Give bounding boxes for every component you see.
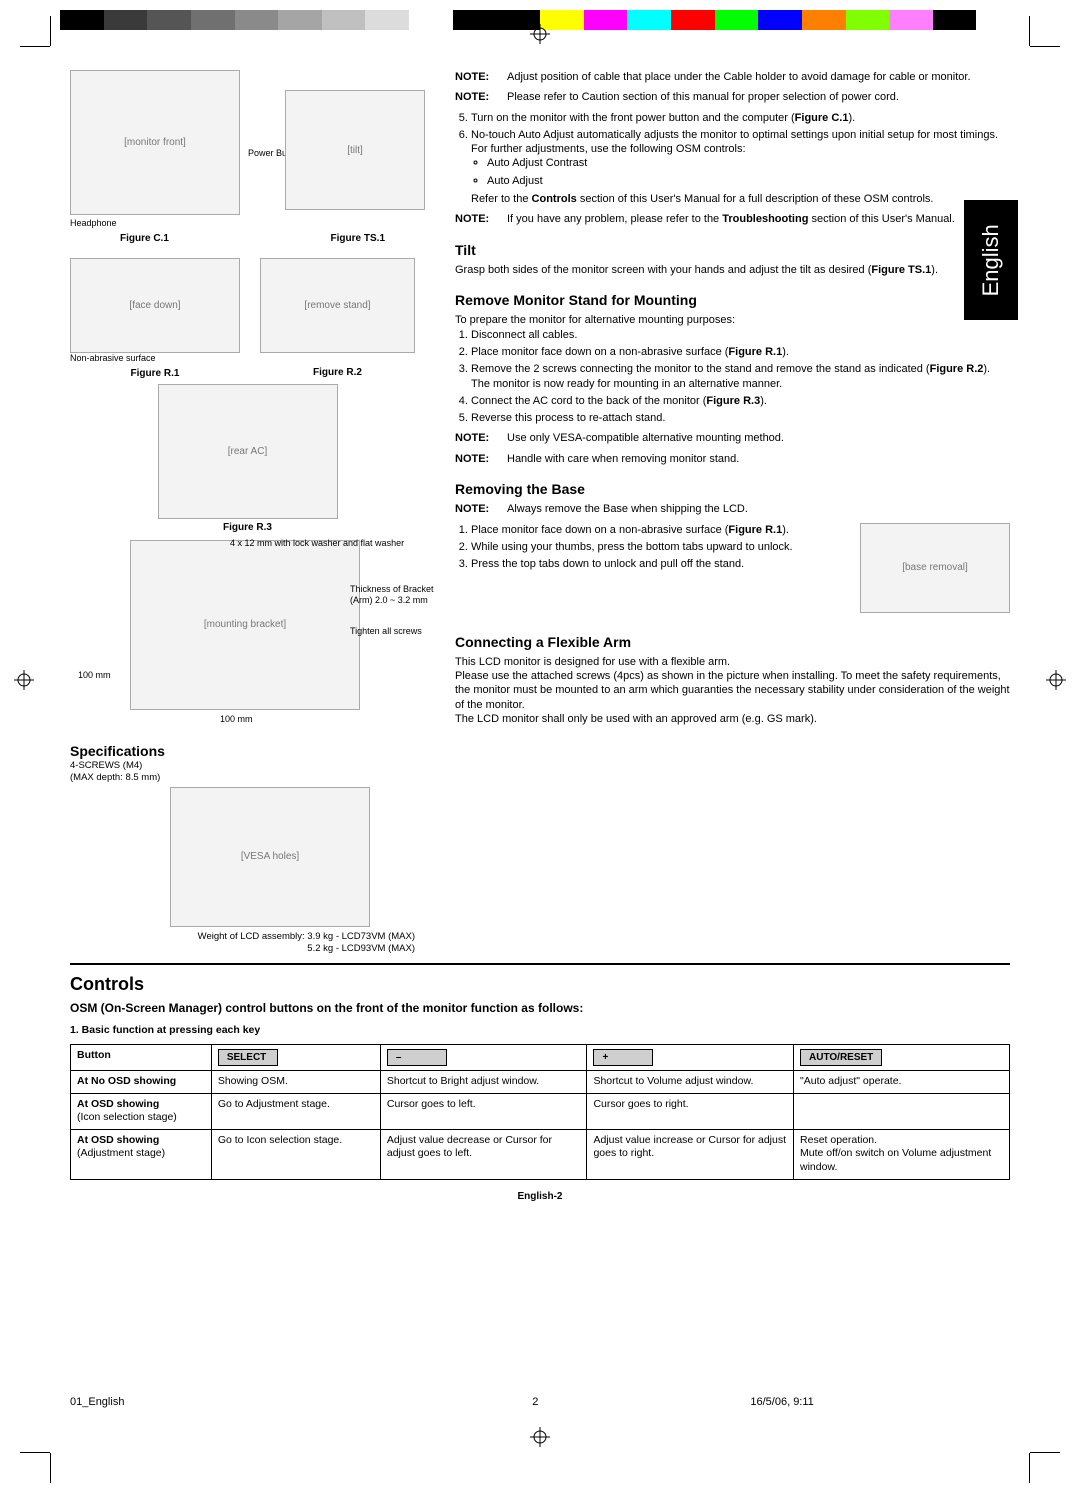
table-row: At No OSD showingShowing OSM.Shortcut to… bbox=[71, 1070, 1010, 1093]
specifications-heading: Specifications bbox=[70, 742, 425, 760]
mount-note2: Thickness of Bracket (Arm) 2.0 ~ 3.2 mm bbox=[350, 584, 450, 607]
figure-c1-label: Figure C.1 bbox=[120, 232, 169, 245]
weight2: 5.2 kg - LCD93VM (MAX) bbox=[70, 943, 425, 955]
note-base: NOTE:Always remove the Base when shippin… bbox=[455, 502, 1010, 516]
th-select: SELECT bbox=[211, 1044, 380, 1070]
crop-mark bbox=[20, 46, 50, 47]
spec-line1: 4-SCREWS (M4) bbox=[70, 760, 425, 772]
footer-page: 2 bbox=[380, 1395, 690, 1409]
table-cell: Shortcut to Volume adjust window. bbox=[587, 1070, 794, 1093]
left-column: [monitor front] Power Button Headphone [… bbox=[70, 70, 425, 955]
table-cell: Adjust value increase or Cursor for adju… bbox=[587, 1129, 794, 1179]
crop-mark bbox=[1030, 46, 1060, 47]
th-plus: + bbox=[587, 1044, 794, 1070]
list-item: Reverse this process to re-attach stand. bbox=[471, 411, 1010, 425]
page-content: English [monitor front] Power Button Hea… bbox=[70, 70, 1010, 1429]
note-handle: NOTE:Handle with care when removing moni… bbox=[455, 452, 1010, 466]
figure-ts1-label: Figure TS.1 bbox=[331, 232, 385, 245]
note-vesa: NOTE:Use only VESA-compatible alternativ… bbox=[455, 431, 1010, 445]
crop-mark bbox=[50, 16, 51, 46]
right-column: NOTE:Adjust position of cable that place… bbox=[455, 70, 1010, 955]
figure-ts1: [tilt] bbox=[285, 90, 425, 210]
remove-heading: Remove Monitor Stand for Mounting bbox=[455, 291, 1010, 309]
controls-sub: 1. Basic function at pressing each key bbox=[70, 1024, 1010, 1038]
note-cable: NOTE:Adjust position of cable that place… bbox=[455, 70, 1010, 84]
base-heading: Removing the Base bbox=[455, 480, 1010, 498]
step-6: No-touch Auto Adjust automatically adjus… bbox=[471, 128, 1010, 206]
footer-timestamp: 16/5/06, 9:11 bbox=[690, 1395, 1000, 1409]
controls-table: Button SELECT – + AUTO/RESET At No OSD s… bbox=[70, 1044, 1010, 1180]
list-item: Connect the AC cord to the back of the m… bbox=[471, 394, 1010, 408]
table-cell: "Auto adjust" operate. bbox=[794, 1070, 1010, 1093]
crop-mark bbox=[1030, 1452, 1060, 1453]
remove-steps: Disconnect all cables. Place monitor face… bbox=[471, 328, 1010, 426]
arm-p1: This LCD monitor is designed for use wit… bbox=[455, 655, 1010, 669]
table-cell: Shortcut to Bright adjust window. bbox=[380, 1070, 587, 1093]
note-powercord: NOTE:Please refer to Caution section of … bbox=[455, 90, 1010, 104]
footer-filename: 01_English bbox=[70, 1395, 380, 1409]
callout-surface: Non-abrasive surface bbox=[70, 353, 240, 365]
table-header-row: Button SELECT – + AUTO/RESET bbox=[71, 1044, 1010, 1070]
registration-mark-icon bbox=[1046, 670, 1066, 690]
remove-intro: To prepare the monitor for alternative m… bbox=[455, 313, 1010, 327]
row-header: At No OSD showing bbox=[71, 1070, 212, 1093]
table-cell: Go to Adjustment stage. bbox=[211, 1093, 380, 1129]
table-cell: Cursor goes to left. bbox=[380, 1093, 587, 1129]
table-cell: Adjust value decrease or Cursor for adju… bbox=[380, 1129, 587, 1179]
language-tab: English bbox=[964, 200, 1018, 320]
list-item: Disconnect all cables. bbox=[471, 328, 1010, 342]
table-row: At OSD showing(Adjustment stage)Go to Ic… bbox=[71, 1129, 1010, 1179]
weight1: Weight of LCD assembly: 3.9 kg - LCD73VM… bbox=[70, 931, 425, 943]
table-cell: Go to Icon selection stage. bbox=[211, 1129, 380, 1179]
footer: 01_English 2 16/5/06, 9:11 bbox=[70, 1395, 1010, 1409]
th-minus: – bbox=[380, 1044, 587, 1070]
setup-steps: Turn on the monitor with the front power… bbox=[471, 111, 1010, 207]
figure-r3-label: Figure R.3 bbox=[70, 521, 425, 534]
th-button: Button bbox=[71, 1044, 212, 1070]
row-header: At OSD showing(Icon selection stage) bbox=[71, 1093, 212, 1129]
mount-dim2: 100 mm bbox=[220, 714, 253, 726]
registration-mark-icon bbox=[530, 1427, 550, 1447]
crop-mark bbox=[20, 1452, 50, 1453]
tilt-heading: Tilt bbox=[455, 241, 1010, 259]
arm-p3: The LCD monitor shall only be used with … bbox=[455, 712, 1010, 726]
figure-r2-label: Figure R.2 bbox=[260, 366, 415, 379]
table-cell: Cursor goes to right. bbox=[587, 1093, 794, 1129]
table-cell: Reset operation. Mute off/on switch on V… bbox=[794, 1129, 1010, 1179]
figure-r3: [rear AC] bbox=[158, 384, 338, 519]
registration-mark-icon bbox=[14, 670, 34, 690]
tilt-text: Grasp both sides of the monitor screen w… bbox=[455, 263, 1010, 277]
section-divider bbox=[70, 963, 1010, 965]
table-cell bbox=[794, 1093, 1010, 1129]
table-row: At OSD showing(Icon selection stage)Go t… bbox=[71, 1093, 1010, 1129]
callout-headphone: Headphone bbox=[70, 218, 117, 230]
arm-p2: Please use the attached screws (4pcs) as… bbox=[455, 669, 1010, 712]
controls-intro: OSM (On-Screen Manager) control buttons … bbox=[70, 1001, 1010, 1017]
figure-mounting: [mounting bracket] bbox=[130, 540, 360, 710]
row-header: At OSD showing(Adjustment stage) bbox=[71, 1129, 212, 1179]
figure-base-remove: [base removal] bbox=[860, 523, 1010, 613]
figure-r1: [face down] bbox=[70, 258, 240, 353]
figure-c1: [monitor front] bbox=[70, 70, 240, 215]
bullet-aac: Auto Adjust Contrast bbox=[487, 156, 1010, 170]
note-troubleshoot: NOTE: If you have any problem, please re… bbox=[455, 212, 1010, 226]
mount-note1: 4 x 12 mm with lock washer and flat wash… bbox=[230, 538, 420, 550]
list-item: Place monitor face down on a non-abrasiv… bbox=[471, 345, 1010, 359]
figure-r2: [remove stand] bbox=[260, 258, 415, 353]
crop-mark bbox=[1029, 16, 1030, 46]
figure-spec: [VESA holes] bbox=[170, 787, 370, 927]
mount-note3: Tighten all screws bbox=[350, 626, 440, 638]
controls-heading: Controls bbox=[70, 973, 1010, 996]
list-item: Remove the 2 screws connecting the monit… bbox=[471, 362, 1010, 391]
registration-mark-icon bbox=[530, 24, 550, 44]
page-number: English-2 bbox=[70, 1190, 1010, 1203]
mount-dim1: 100 mm bbox=[78, 670, 111, 682]
spec-line2: (MAX depth: 8.5 mm) bbox=[70, 772, 425, 784]
figure-r1-label: Figure R.1 bbox=[70, 367, 240, 380]
arm-heading: Connecting a Flexible Arm bbox=[455, 633, 1010, 651]
table-cell: Showing OSM. bbox=[211, 1070, 380, 1093]
bullet-aa: Auto Adjust bbox=[487, 174, 1010, 188]
th-auto: AUTO/RESET bbox=[794, 1044, 1010, 1070]
step-5: Turn on the monitor with the front power… bbox=[471, 111, 1010, 125]
